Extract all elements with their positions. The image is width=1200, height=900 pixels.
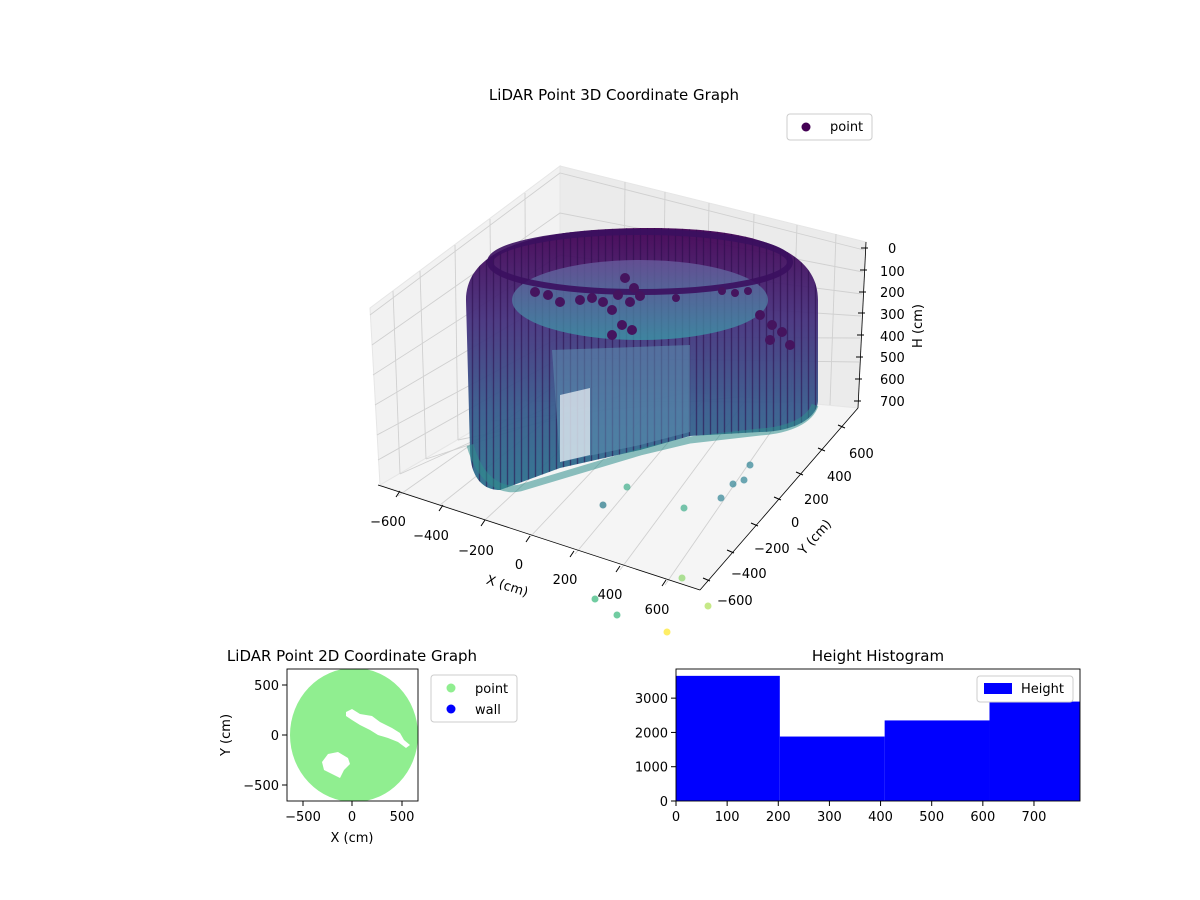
legend-3d: point: [786, 113, 873, 141]
chart-histogram: Height Histogram 0 100 200 300 400 500 600 700 …: [635, 647, 1081, 825]
histogram-y-tick-label: 1000: [635, 761, 668, 776]
x-tick-label: 200: [553, 573, 578, 588]
y-tick-label-2d: 500: [254, 679, 279, 694]
histogram-title: Height Histogram: [812, 647, 944, 665]
z-tick-label: 100: [880, 265, 905, 280]
chart-3d-title: LiDAR Point 3D Coordinate Graph: [489, 86, 739, 104]
legend-2d: point wall: [430, 674, 518, 723]
x-ticks-2d: −500 0 500: [285, 801, 414, 825]
x-ticks: −600 −400 −200 0 200 400 600: [370, 490, 670, 618]
histogram-legend-label: Height: [1021, 682, 1064, 697]
histogram-y-tick-label: 2000: [635, 726, 668, 741]
histogram-bars: [676, 675, 1080, 801]
z-ticks: 0 100 200 300 400 500 600 700: [854, 242, 905, 410]
legend-3d-marker: [801, 122, 811, 132]
y-tick-label-2d: −500: [243, 779, 279, 794]
y-tick-label: −400: [731, 567, 767, 582]
y-axis-label-3d: Y (cm): [795, 517, 835, 559]
legend-3d-label: point: [830, 120, 863, 135]
histogram-x-tick-label: 300: [817, 810, 842, 825]
void-region-upper: [346, 709, 410, 748]
z-tick-label: 0: [888, 242, 896, 257]
y-tick-label: 0: [791, 516, 799, 531]
histogram-x-ticks: 0 100 200 300 400 500 600 700: [672, 801, 1047, 825]
y-tick-label-2d: 0: [271, 729, 279, 744]
y-tick-label: −200: [754, 542, 790, 557]
x-tick-label: −400: [413, 529, 449, 544]
x-axis-label-3d: X (cm): [484, 573, 530, 601]
histogram-bar: [884, 720, 990, 801]
y-axis-label-2d: Y (cm): [219, 714, 234, 757]
y-tick-label: −600: [717, 594, 753, 609]
histogram-frame: [675, 668, 1081, 802]
x-tick-label-2d: 0: [348, 810, 356, 825]
histogram-y-tick-label: 0: [660, 795, 668, 810]
x-tick-label-2d: 500: [390, 810, 415, 825]
histogram-x-tick-label: 200: [766, 810, 791, 825]
point-disk: [290, 669, 418, 801]
legend-2d-label-wall: wall: [475, 703, 501, 718]
legend-2d-label-point: point: [475, 682, 508, 697]
x-tick-label: 600: [645, 603, 670, 618]
chart-2d: LiDAR Point 2D Coordinate Graph −500 0 5…: [219, 647, 518, 846]
z-tick-label: 600: [880, 373, 905, 388]
x-tick-label: −600: [370, 515, 406, 530]
y-tick-label: 600: [849, 447, 874, 462]
x-axis-line: [377, 484, 701, 591]
z-tick-label: 500: [880, 351, 905, 366]
histogram-x-tick-label: 600: [970, 810, 995, 825]
z-tick-label: 700: [880, 395, 905, 410]
histogram-bar: [779, 736, 885, 801]
y-tick-label: 200: [804, 493, 829, 508]
histogram-x-tick-label: 500: [919, 810, 944, 825]
histogram-bar: [989, 701, 1080, 801]
histogram-y-ticks: 0 1000 2000 3000: [635, 692, 676, 810]
chart-2d-title: LiDAR Point 2D Coordinate Graph: [227, 647, 477, 665]
interior-clusters: [530, 273, 795, 350]
z-tick-label: 200: [880, 286, 905, 301]
histogram-x-tick-label: 700: [1022, 810, 1047, 825]
histogram-y-tick-label: 3000: [635, 692, 668, 707]
legend-2d-marker-point: [446, 683, 456, 693]
y-ticks-2d: −500 0 500: [243, 679, 287, 794]
y-ticks: −600 −400 −200 0 200 400 600: [702, 424, 874, 609]
z-tick-label: 300: [880, 308, 905, 323]
void-region-lower: [322, 752, 350, 778]
x-tick-label: 400: [598, 588, 623, 603]
histogram-x-tick-label: 0: [672, 810, 680, 825]
x-tick-label-2d: −500: [285, 810, 321, 825]
legend-2d-marker-wall: [446, 704, 456, 714]
z-tick-label: 400: [880, 330, 905, 345]
point-cloud: [466, 228, 819, 636]
chart-3d: LiDAR Point 3D Coordinate Graph: [369, 86, 926, 636]
y-tick-label: 400: [827, 470, 852, 485]
histogram-legend-swatch: [984, 683, 1012, 694]
histogram-legend: Height: [976, 675, 1074, 703]
histogram-x-tick-label: 100: [715, 810, 740, 825]
histogram-x-tick-label: 400: [868, 810, 893, 825]
z-axis-label-3d: H (cm): [911, 304, 926, 348]
x-axis-label-2d: X (cm): [331, 831, 374, 846]
outlier-points: [591, 461, 754, 636]
histogram-bar: [676, 675, 780, 801]
x-tick-label: −200: [458, 544, 494, 559]
x-tick-label: 0: [515, 558, 523, 573]
